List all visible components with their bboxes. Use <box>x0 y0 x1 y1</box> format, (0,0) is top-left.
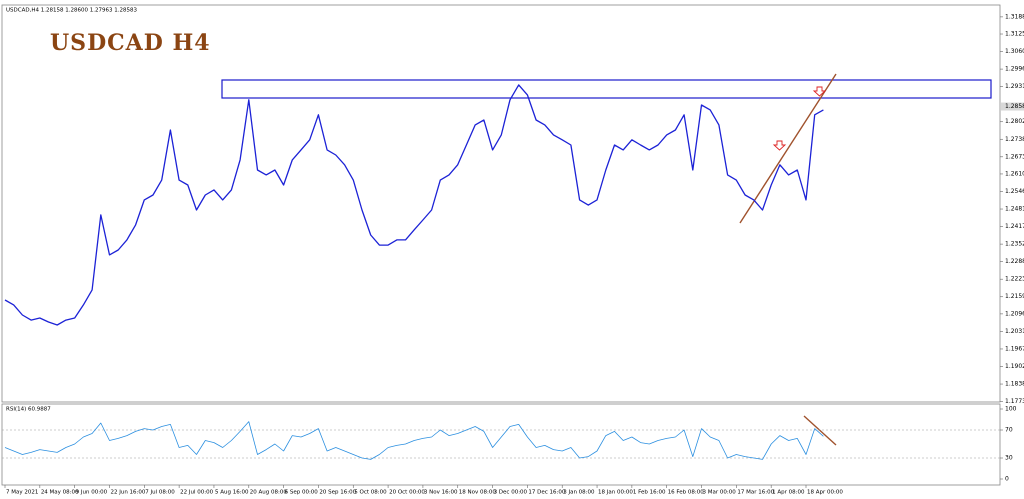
y-tick-label: 1.17735 <box>1005 398 1024 405</box>
y-tick-label: 70 <box>1005 427 1013 434</box>
x-tick-label: 7 May 2021 <box>6 490 38 496</box>
rsi-trend-line <box>803 415 837 446</box>
x-tick-label: 24 May 08:00 <box>41 490 79 496</box>
y-tick-label: 1.24815 <box>1005 206 1024 213</box>
y-tick-label: 1.20315 <box>1005 328 1024 335</box>
x-tick-label: 3 Jan 08:00 <box>563 490 595 496</box>
x-tick-label: 5 Oct 08:00 <box>354 490 387 496</box>
current-price-box <box>1001 102 1024 111</box>
y-tick-label: 1.19025 <box>1005 363 1024 370</box>
x-tick-label: 1 Apr 08:00 <box>772 490 805 496</box>
x-tick-label: 3 Mar 00:00 <box>703 490 737 496</box>
arrow <box>772 140 787 151</box>
y-tick-label: 1.29960 <box>1005 66 1024 73</box>
y-tick-label: 1.22235 <box>1005 276 1024 283</box>
trend-line <box>739 73 837 224</box>
arrow <box>812 86 827 97</box>
y-tick-label: 30 <box>1005 455 1013 462</box>
y-tick-label: 1.26105 <box>1005 170 1024 177</box>
x-tick-label: 18 Apr 00:00 <box>807 490 843 496</box>
y-tick-label: 1.21590 <box>1005 293 1024 300</box>
x-tick-label: 3 Dec 00:00 <box>494 490 528 496</box>
series-line <box>4 84 824 326</box>
y-tick-label: 1.23525 <box>1005 241 1024 248</box>
x-tick-label: 17 Dec 16:00 <box>528 490 565 496</box>
y-tick-label: 1.28025 <box>1005 118 1024 125</box>
y-tick-label: 1.19670 <box>1005 345 1024 352</box>
y-tick-label: 1.31250 <box>1005 31 1024 38</box>
y-tick-label: 1.25460 <box>1005 188 1024 195</box>
x-tick-label: 18 Jan 00:00 <box>598 490 633 496</box>
x-tick-label: 16 Feb 08:00 <box>668 490 705 496</box>
x-tick-label: 20 Aug 08:00 <box>250 490 288 496</box>
x-tick-label: 18 Nov 08:00 <box>459 490 497 496</box>
x-tick-label: 3 Nov 16:00 <box>424 490 458 496</box>
x-tick-label: 6 Sep 00:00 <box>285 490 319 496</box>
x-tick-label: 7 Jul 08:00 <box>145 490 175 496</box>
chart-title: USDCAD H4 <box>50 30 211 56</box>
series-line <box>4 421 824 460</box>
y-tick-label: 1.27380 <box>1005 136 1024 143</box>
x-tick-label: 17 Mar 16:00 <box>737 490 774 496</box>
rsi-title: RSI(14) 60.9887 <box>6 407 51 413</box>
y-tick-label: 1.31880 <box>1005 13 1024 20</box>
y-tick-label: 1.18380 <box>1005 381 1024 388</box>
y-tick-label: 0 <box>1005 476 1009 483</box>
x-tick-label: 22 Jul 00:00 <box>180 490 213 496</box>
current-price-label: 1.28583 <box>1005 103 1024 110</box>
x-tick-label: 1 Feb 16:00 <box>633 490 666 496</box>
y-tick-label: 1.22880 <box>1005 258 1024 265</box>
y-tick-label: 1.26735 <box>1005 153 1024 160</box>
header: USDCAD,H4 1.28158 1.28600 1.27963 1.2858… <box>6 8 137 14</box>
y-tick-label: 100 <box>1005 406 1017 413</box>
y-tick-label: 1.29315 <box>1005 83 1024 90</box>
y-tick-label: 1.20960 <box>1005 310 1024 317</box>
x-tick-label: 20 Sep 16:00 <box>319 490 356 496</box>
x-tick-label: 9 Jun 00:00 <box>76 490 108 496</box>
x-tick-label: 5 Aug 16:00 <box>215 490 249 496</box>
y-tick-label: 1.24170 <box>1005 223 1024 230</box>
y-tick-label: 1.30605 <box>1005 48 1024 55</box>
x-tick-label: 22 Jun 16:00 <box>110 490 145 496</box>
x-tick-label: 20 Oct 00:00 <box>389 490 425 496</box>
rsi-pane <box>1 403 1001 486</box>
price-pane <box>1 4 1001 403</box>
resistance-zone <box>221 79 992 99</box>
